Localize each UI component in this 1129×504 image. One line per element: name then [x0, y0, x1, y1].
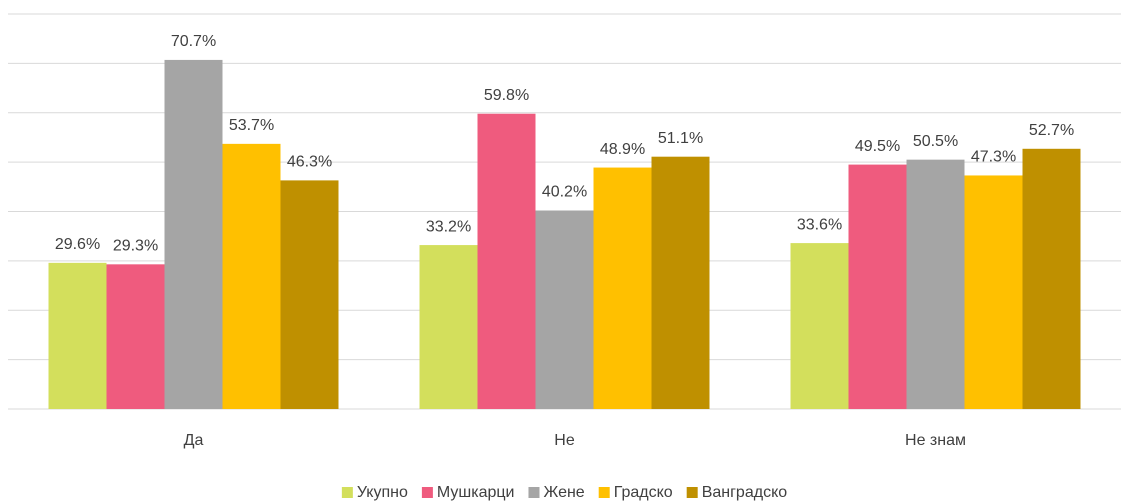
bar: [593, 167, 652, 409]
bar: [651, 156, 710, 409]
data-label: 33.6%: [797, 216, 842, 233]
data-label: 33.2%: [426, 218, 471, 235]
bar: [848, 164, 907, 409]
data-label: 47.3%: [971, 149, 1016, 166]
data-label: 59.8%: [484, 87, 529, 104]
legend-swatch: [421, 487, 433, 498]
bar: [48, 262, 107, 409]
bar: [1022, 148, 1081, 409]
bar: [535, 210, 594, 409]
data-label: 40.2%: [542, 184, 587, 201]
legend-swatch: [528, 487, 540, 498]
legend-label: Мушкарци: [437, 484, 515, 501]
bar: [964, 175, 1023, 409]
data-label: 49.5%: [855, 138, 900, 155]
legend: Укупно Мушкарци Жене Градско Ванградско: [341, 484, 788, 501]
x-tick-label: Не: [554, 432, 575, 449]
legend-swatch: [686, 487, 698, 498]
data-label: 70.7%: [171, 33, 216, 50]
data-label: 46.3%: [287, 154, 332, 171]
legend-label: Укупно: [357, 484, 408, 501]
x-tick-label: Не знам: [905, 432, 966, 449]
data-label: 48.9%: [600, 141, 645, 158]
data-label: 51.1%: [658, 130, 703, 147]
data-label: 50.5%: [913, 133, 958, 150]
data-label: 29.3%: [113, 238, 158, 255]
bar: [906, 159, 965, 409]
legend-label: Ванградско: [702, 484, 788, 501]
data-label: 29.6%: [55, 236, 100, 253]
x-tick-label: Да: [184, 432, 204, 449]
data-label: 53.7%: [229, 117, 274, 134]
bar: [280, 180, 339, 409]
legend-label: Жене: [543, 484, 584, 501]
bar: [419, 245, 478, 409]
legend-swatch: [341, 487, 353, 498]
bar: [164, 59, 223, 409]
bar: [106, 264, 165, 409]
bar: [790, 243, 849, 409]
legend-label: Градско: [614, 484, 673, 501]
data-label: 52.7%: [1029, 122, 1074, 139]
bar: [477, 113, 536, 410]
bar: [222, 143, 281, 409]
legend-swatch: [598, 487, 610, 498]
